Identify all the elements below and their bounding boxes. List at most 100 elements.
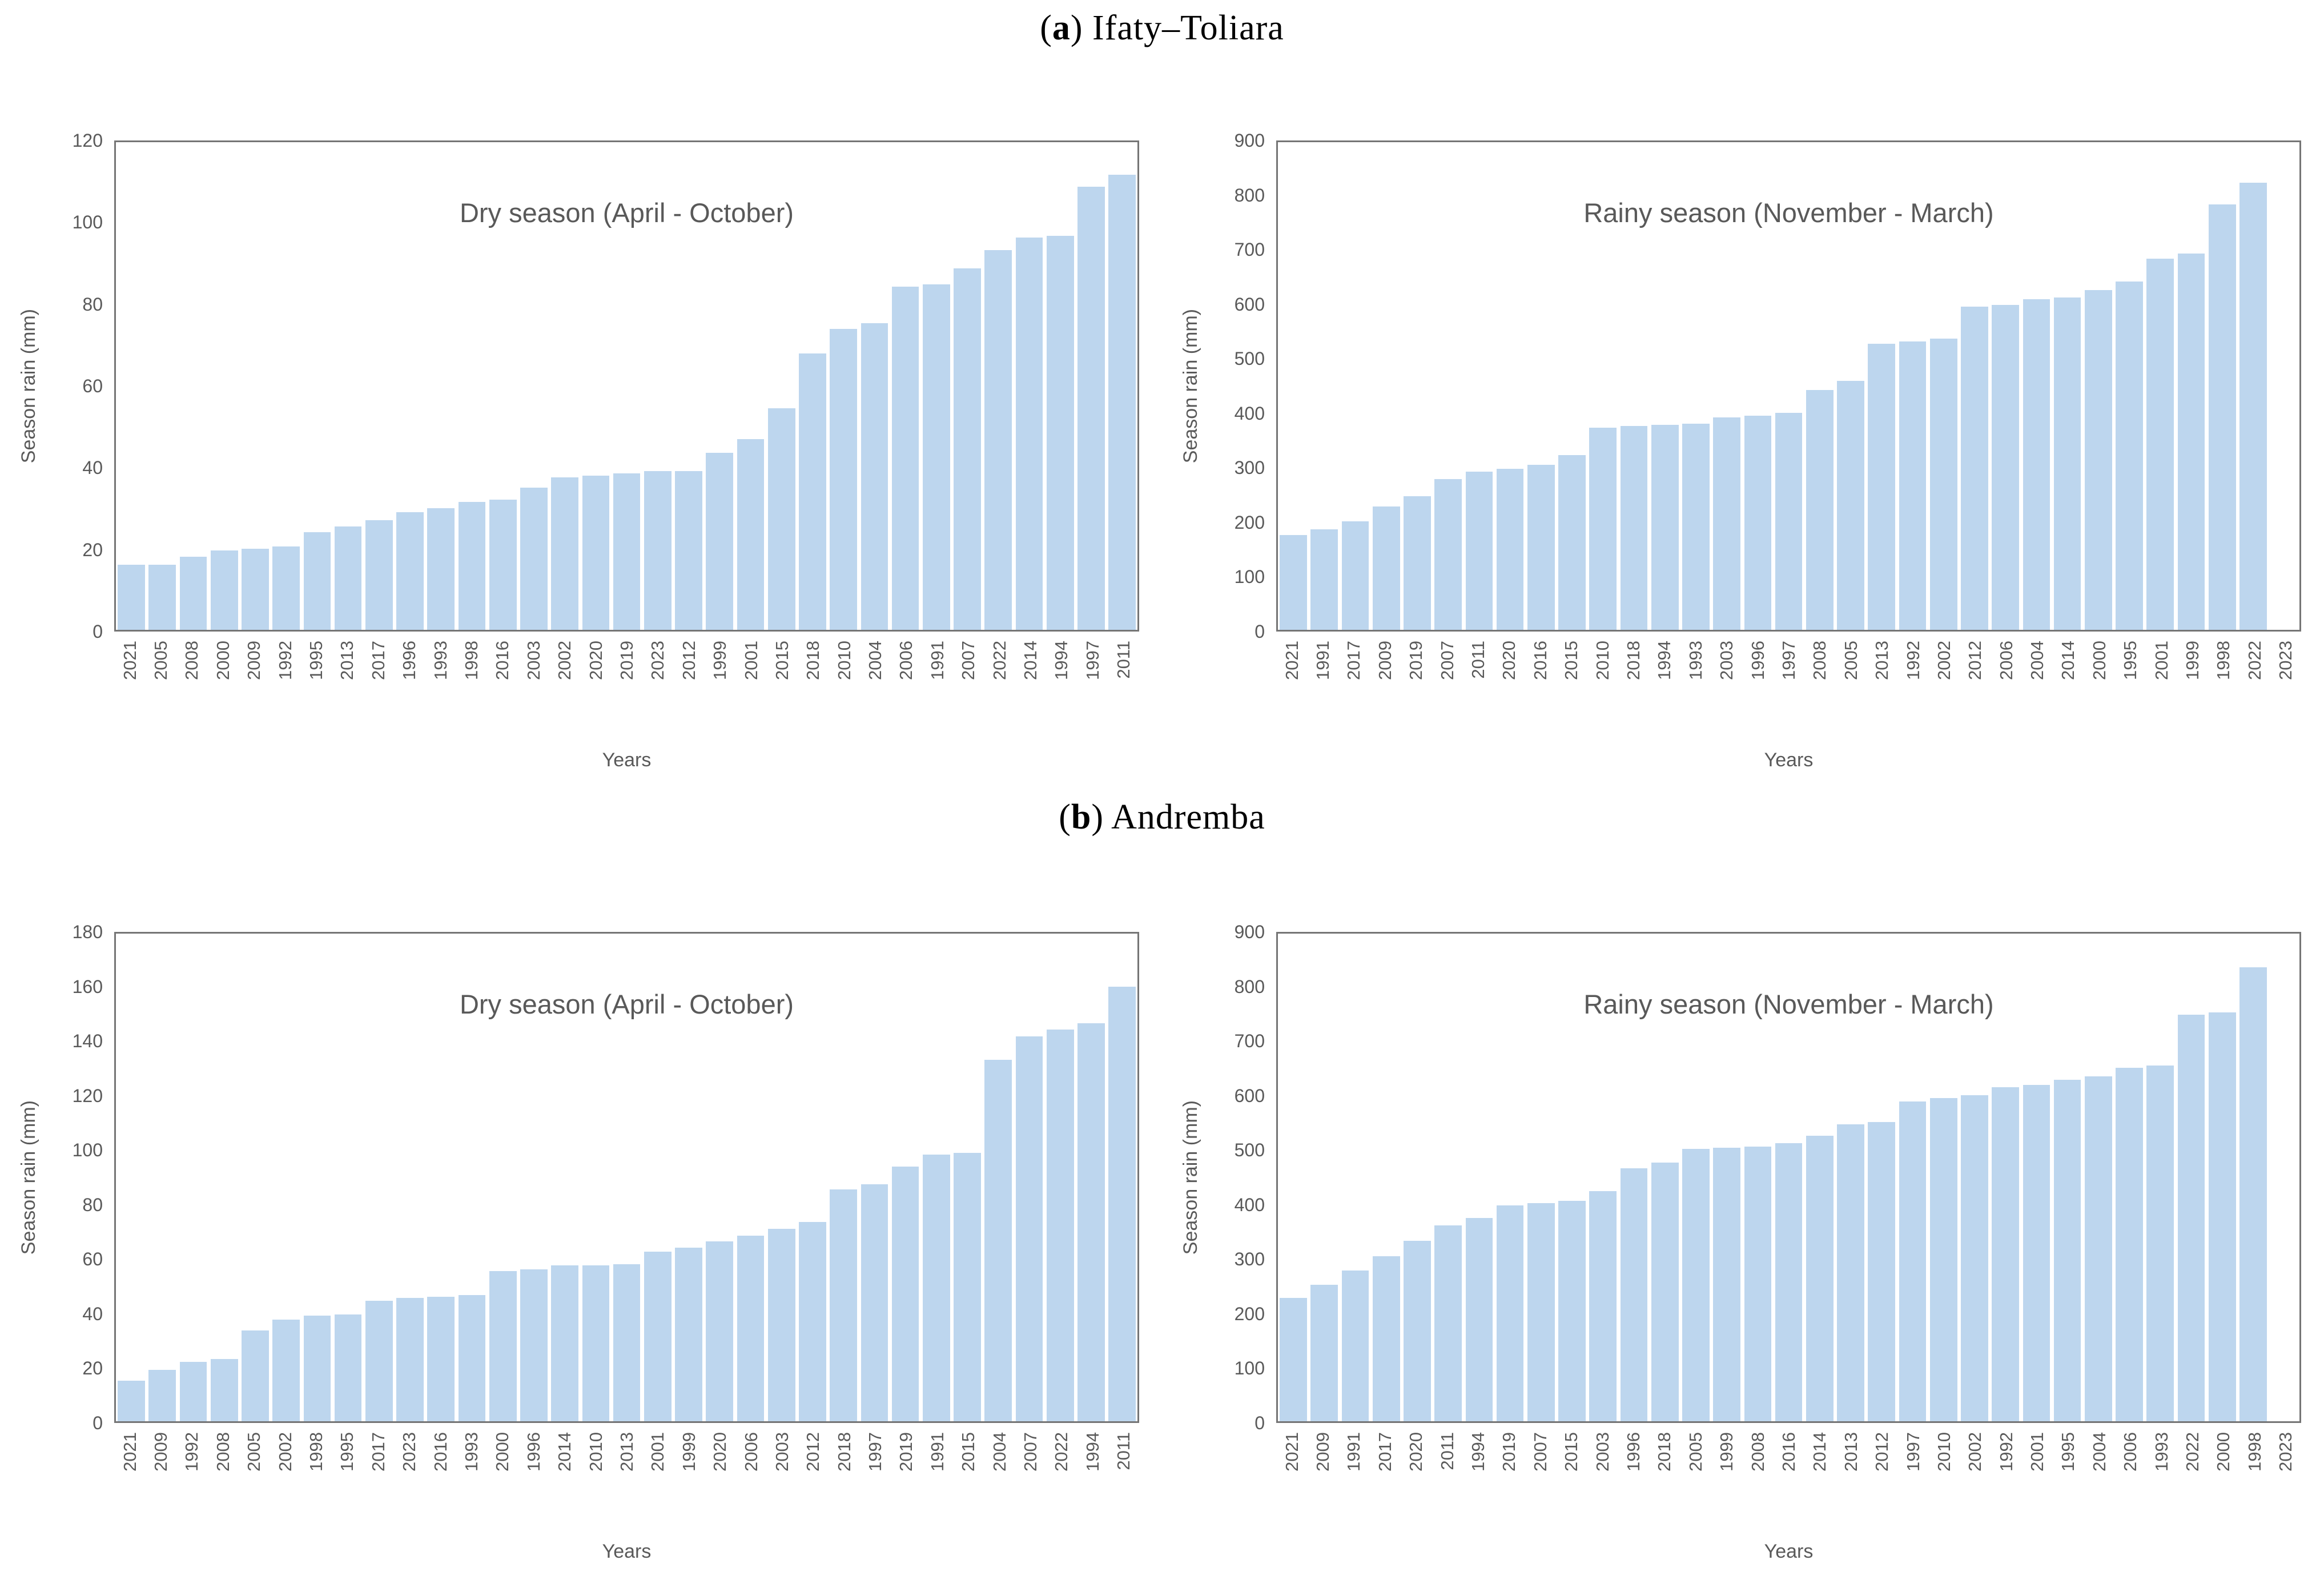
x-tick-label: 1997 <box>865 1432 886 1472</box>
bar-2004 <box>2023 299 2050 630</box>
y-axis-ticks: 0 100 200 300 400 500 600 700 800 900 <box>1209 131 1276 641</box>
x-tick-slot: 2007 <box>1525 1432 1555 1530</box>
x-axis-ticks: 2021 1991 2017 2009 2019 2007 2011 2020 2016 2015… <box>1276 641 2301 739</box>
y-axis-title: Season rain (mm) <box>17 308 39 464</box>
plot-area: Rainy season (November - March) <box>1276 140 2301 632</box>
bar-2010 <box>1929 1097 1957 1421</box>
x-tick-slot: 2006 <box>891 641 922 739</box>
x-tick-slot: 2002 <box>270 1432 300 1530</box>
x-tick-label: 2001 <box>2027 1432 2048 1472</box>
bar-slot <box>2021 934 2052 1421</box>
bar-1997 <box>861 1184 888 1421</box>
bar-slot <box>1835 934 1866 1421</box>
bar-slot <box>488 934 518 1421</box>
bar-2013 <box>613 1264 641 1421</box>
y-tick-label: 120 <box>72 1085 103 1106</box>
bar-slot <box>2145 934 2176 1421</box>
y-tick-label: 300 <box>1234 457 1265 479</box>
y-axis-ticks: 0 20 40 60 80 100 120 <box>47 131 114 641</box>
y-tick-label: 0 <box>1255 621 1265 642</box>
bar-slot <box>333 142 364 630</box>
x-tick-slot: 2016 <box>1773 1432 1804 1530</box>
bar-slot <box>921 934 952 1421</box>
bar-2021 <box>1280 534 1307 630</box>
bar-1997 <box>1077 187 1105 630</box>
bar-slot <box>178 142 208 630</box>
x-tick-slot: 2021 <box>114 1432 145 1530</box>
x-tick-slot: 2001 <box>735 641 766 739</box>
bar-slot <box>952 142 983 630</box>
bar-1999 <box>675 1248 702 1421</box>
bar-2021 <box>118 1380 145 1421</box>
x-tick-label: 2013 <box>1840 1432 1861 1472</box>
bar-slot <box>1835 142 1866 630</box>
x-tick-label: 1995 <box>2120 641 2141 680</box>
x-tick-label: 2005 <box>151 641 171 680</box>
bar-2002 <box>1961 1095 1988 1421</box>
y-axis-title-column: Season rain (mm) <box>1172 140 1209 632</box>
x-tick-slot: 2019 <box>1494 1432 1525 1530</box>
bar-slot <box>1928 934 1959 1421</box>
bar-2014 <box>1806 1135 1834 1421</box>
bar-slot <box>1402 934 1433 1421</box>
bar-slot <box>271 934 301 1421</box>
bar-2005 <box>242 1330 269 1421</box>
bar-2002 <box>551 477 579 630</box>
y-tick-label: 160 <box>72 976 103 997</box>
bar-slot <box>147 142 178 630</box>
bar-2005 <box>1837 380 1864 630</box>
x-axis-ticks: 2021 2009 1992 2008 2005 2002 1998 1995 2017 2023… <box>114 1432 1139 1530</box>
x-tick-label: 2020 <box>710 1432 730 1472</box>
x-tick-slot: 1992 <box>270 641 300 739</box>
bar-slot <box>240 142 271 630</box>
bar-slot <box>116 934 147 1421</box>
x-tick-slot: 2023 <box>394 1432 425 1530</box>
x-tick-slot: 1991 <box>1338 1432 1369 1530</box>
bar-1994 <box>1465 1218 1493 1421</box>
x-tick-slot: 2009 <box>1369 641 1400 739</box>
x-tick-slot: 2002 <box>549 641 580 739</box>
x-tick-label: 2015 <box>771 641 792 680</box>
x-tick-label: 2011 <box>1113 641 1134 679</box>
bar-1993 <box>2146 1065 2174 1421</box>
bar-slot <box>2114 142 2145 630</box>
x-tick-slot: 1993 <box>456 1432 486 1530</box>
bar-slot <box>983 142 1014 630</box>
bar-slot <box>1014 142 1044 630</box>
bar-slot <box>1076 142 1107 630</box>
bar-slot <box>983 934 1014 1421</box>
x-tick-slot: 1991 <box>922 1432 952 1530</box>
x-tick-slot: 2003 <box>1711 641 1742 739</box>
x-tick-slot: 1995 <box>2053 1432 2084 1530</box>
x-tick-slot: 2008 <box>207 1432 238 1530</box>
x-tick-label: 2015 <box>958 1432 979 1472</box>
bar-1991 <box>1310 529 1338 630</box>
x-tick-label: 2006 <box>896 641 916 680</box>
bar-1997 <box>1899 1101 1927 1421</box>
bar-2023 <box>396 1298 424 1421</box>
bar-slot <box>580 934 611 1421</box>
bar-2005 <box>148 565 176 630</box>
y-tick-label: 700 <box>1234 239 1265 260</box>
x-tick-slot: 2019 <box>891 1432 922 1530</box>
x-tick-slot: 2010 <box>1928 1432 1959 1530</box>
bar-slot <box>1045 142 1076 630</box>
bar-slot <box>1076 934 1107 1421</box>
bar-slot <box>456 142 487 630</box>
y-tick-label: 20 <box>82 539 103 560</box>
bar-slot <box>1526 142 1557 630</box>
y-tick-label: 300 <box>1234 1249 1265 1270</box>
x-tick-label: 2006 <box>741 1432 761 1472</box>
x-tick-slot: 2010 <box>1587 641 1618 739</box>
x-tick-label: 1998 <box>2244 1432 2265 1472</box>
x-axis-title: Years <box>1764 1541 1814 1562</box>
x-tick-label: 2022 <box>989 641 1010 680</box>
x-tick-label: 2003 <box>523 641 544 680</box>
x-tick-label: 1993 <box>2151 1432 2172 1472</box>
x-tick-slot: 2011 <box>1432 1432 1462 1530</box>
bar-slot <box>2269 142 2299 630</box>
bar-slot <box>2052 934 2082 1421</box>
bar-2008 <box>1806 389 1834 630</box>
bar-2004 <box>2084 1076 2112 1421</box>
x-tick-slot: 1993 <box>1680 641 1711 739</box>
